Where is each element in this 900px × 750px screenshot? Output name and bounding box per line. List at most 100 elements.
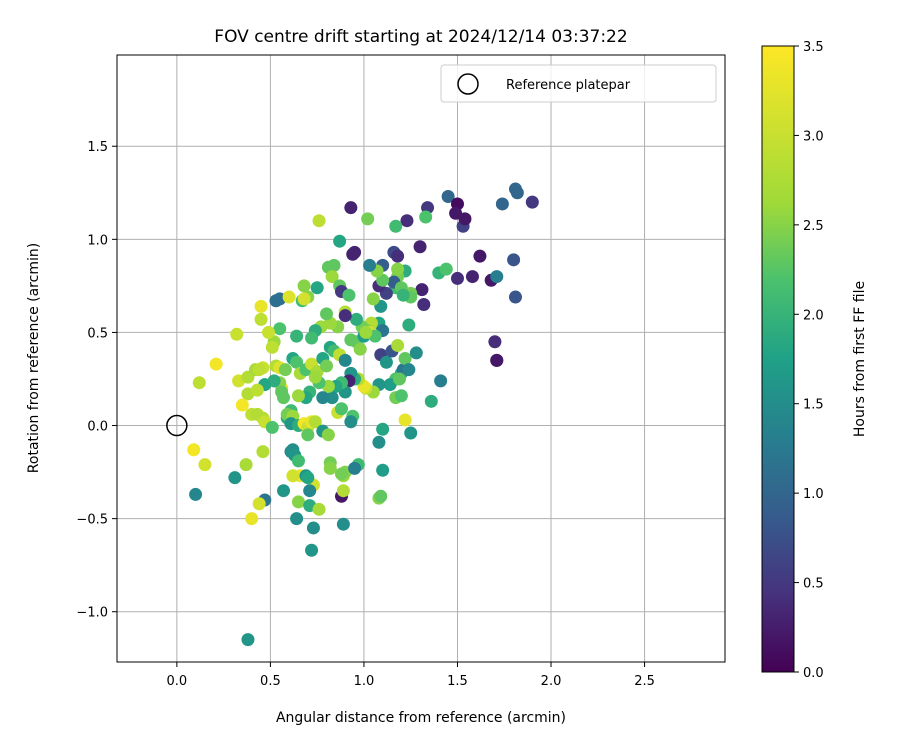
reference-layer <box>166 414 188 437</box>
y-tick-label: 1.0 <box>87 233 108 248</box>
data-point <box>252 497 266 511</box>
data-point <box>198 458 212 472</box>
x-axis-ticks: 0.0 0.5 1.0 1.5 2.0 2.5 <box>167 662 655 689</box>
data-point <box>488 335 502 349</box>
data-point <box>434 374 448 388</box>
data-point <box>245 512 259 526</box>
data-point <box>291 495 305 509</box>
data-point <box>361 212 375 226</box>
data-point <box>376 422 390 436</box>
data-point <box>192 376 206 390</box>
data-point <box>265 420 279 434</box>
data-point <box>419 210 433 224</box>
legend-entry-label: Reference platepar <box>506 78 631 93</box>
data-point <box>333 234 347 248</box>
x-axis-label: Angular distance from reference (arcmin) <box>276 710 566 726</box>
data-point <box>254 312 268 326</box>
data-point <box>320 359 334 373</box>
data-point <box>301 471 315 485</box>
data-point <box>250 383 264 397</box>
y-tick-label: 1.5 <box>87 140 108 155</box>
data-point <box>402 318 416 332</box>
data-point <box>209 357 223 371</box>
data-point <box>398 352 412 365</box>
data-point <box>449 206 463 220</box>
data-point <box>310 281 324 295</box>
data-point <box>400 214 414 228</box>
y-axis-ticks: −1.0 −0.5 0.0 0.5 1.0 1.5 <box>76 140 117 621</box>
data-point <box>490 353 504 367</box>
data-point <box>228 471 242 485</box>
colorbar: 0.0 0.5 1.0 1.5 2.0 2.5 3.0 3.5 Hours from firs… <box>761 40 868 681</box>
colorbar-tick-label: 2.5 <box>803 219 824 234</box>
data-point <box>473 249 487 263</box>
data-point <box>334 402 348 416</box>
data-point <box>254 299 268 313</box>
data-point <box>334 467 348 481</box>
data-points <box>187 182 539 647</box>
grid <box>117 55 725 662</box>
colorbar-tick-label: 0.5 <box>803 577 824 592</box>
data-point <box>359 325 373 339</box>
data-point <box>353 342 367 356</box>
data-point <box>291 454 305 468</box>
x-tick-label: 1.0 <box>354 674 375 689</box>
data-point <box>346 247 360 261</box>
data-point <box>336 484 350 498</box>
data-point <box>441 190 455 204</box>
colorbar-tick-label: 2.0 <box>803 308 824 323</box>
data-point <box>404 426 418 440</box>
data-point <box>383 378 397 392</box>
colorbar-tick-label: 3.0 <box>803 129 824 144</box>
legend-marker <box>457 73 479 95</box>
data-point <box>256 445 270 459</box>
data-point <box>291 389 305 403</box>
data-point <box>290 355 304 369</box>
data-point <box>262 325 276 339</box>
x-tick-label: 0.5 <box>260 674 281 689</box>
data-point <box>394 389 408 403</box>
data-point <box>508 290 522 304</box>
colorbar-gradient <box>761 45 795 673</box>
data-point <box>402 363 416 377</box>
data-point <box>230 327 244 341</box>
reference-platepar-marker <box>166 414 188 437</box>
y-tick-label: 0.0 <box>87 420 108 435</box>
data-point <box>269 294 283 308</box>
y-axis-label: Rotation from reference (arcmin) <box>26 243 42 473</box>
data-point <box>495 197 509 211</box>
data-point <box>374 489 388 503</box>
y-tick-label: −1.0 <box>76 606 108 621</box>
data-point <box>290 512 304 526</box>
colorbar-tick-label: 1.5 <box>803 398 824 413</box>
legend-box <box>440 64 717 103</box>
data-point <box>398 413 412 427</box>
colorbar-tick-label: 0.0 <box>803 666 824 681</box>
data-point <box>424 394 438 408</box>
data-point <box>275 385 289 399</box>
data-point <box>392 372 406 386</box>
data-point <box>391 262 405 276</box>
data-point <box>372 435 386 449</box>
data-point <box>265 340 279 354</box>
data-point <box>439 262 453 276</box>
y-tick-label: −0.5 <box>76 513 108 528</box>
data-point <box>303 484 317 498</box>
data-point <box>490 270 504 284</box>
data-point <box>297 292 311 306</box>
data-point <box>417 298 431 312</box>
data-point <box>465 270 479 284</box>
data-point <box>235 398 249 412</box>
plot-frame <box>116 54 726 663</box>
data-point <box>338 353 352 367</box>
data-point <box>187 443 201 457</box>
data-point <box>252 363 266 377</box>
data-point <box>338 309 352 323</box>
data-point <box>344 201 358 215</box>
x-tick-label: 1.5 <box>447 674 468 689</box>
colorbar-tick-label: 1.0 <box>803 487 824 502</box>
data-point <box>320 307 334 321</box>
data-point <box>363 258 377 272</box>
x-tick-label: 2.0 <box>541 674 562 689</box>
data-point <box>305 331 319 345</box>
